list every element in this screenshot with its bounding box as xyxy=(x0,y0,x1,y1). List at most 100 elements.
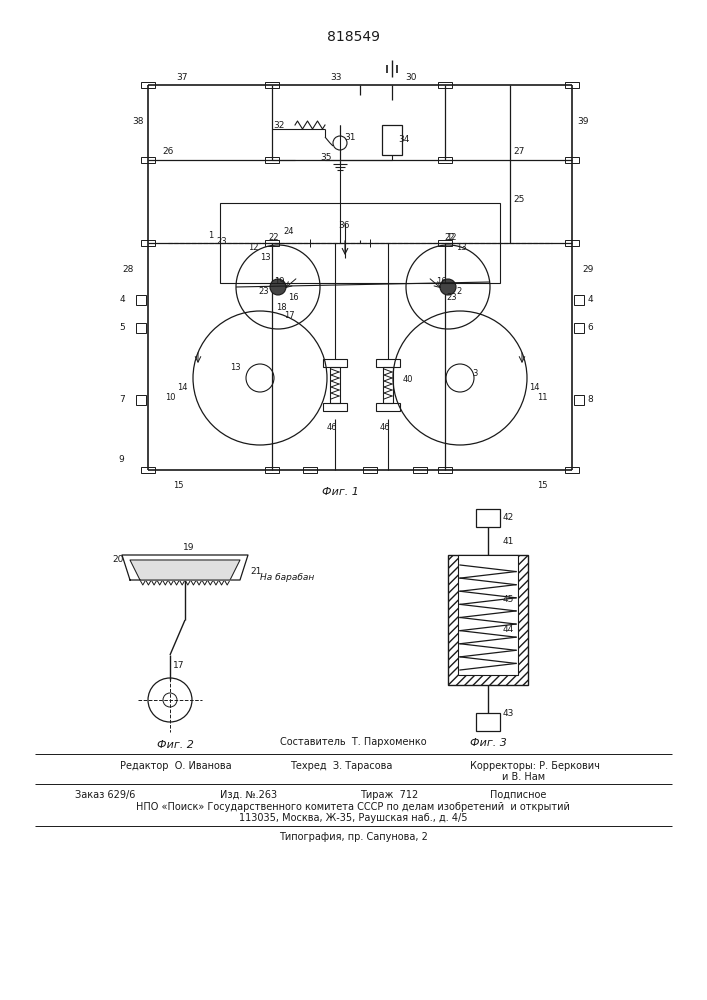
Text: Корректоры: Р. Беркович: Корректоры: Р. Беркович xyxy=(470,761,600,771)
Text: 42: 42 xyxy=(503,514,514,522)
Bar xyxy=(141,82,155,88)
Text: 29: 29 xyxy=(582,265,593,274)
Text: 27: 27 xyxy=(513,147,525,156)
Bar xyxy=(141,467,155,473)
Text: Редактор  О. Иванова: Редактор О. Иванова xyxy=(120,761,232,771)
Bar xyxy=(363,467,377,473)
Text: 22: 22 xyxy=(268,232,279,241)
Bar xyxy=(136,295,146,305)
Text: 45: 45 xyxy=(503,595,515,604)
Text: 23: 23 xyxy=(216,236,227,245)
Bar xyxy=(376,359,400,367)
Text: 41: 41 xyxy=(503,536,515,546)
Bar xyxy=(438,240,452,246)
Text: Составитель  Т. Пархоменко: Составитель Т. Пархоменко xyxy=(280,737,426,747)
Bar xyxy=(136,323,146,333)
Text: Тираж  712: Тираж 712 xyxy=(360,790,419,800)
Bar xyxy=(413,467,427,473)
Bar xyxy=(265,467,279,473)
Text: 19: 19 xyxy=(183,542,194,552)
Bar xyxy=(438,157,452,163)
Polygon shape xyxy=(122,555,248,580)
Text: 18: 18 xyxy=(276,302,286,312)
Bar xyxy=(382,125,402,155)
Text: 6: 6 xyxy=(587,324,593,332)
Text: 28: 28 xyxy=(122,265,134,274)
Text: 46: 46 xyxy=(327,422,338,432)
Bar xyxy=(383,367,393,403)
Text: 1: 1 xyxy=(208,231,214,239)
Text: 17: 17 xyxy=(284,310,295,320)
Text: 46: 46 xyxy=(380,422,391,432)
Text: 13: 13 xyxy=(230,363,240,372)
Bar xyxy=(574,323,584,333)
Text: 14: 14 xyxy=(177,383,187,392)
Bar xyxy=(574,395,584,405)
Bar xyxy=(448,555,528,685)
Bar xyxy=(141,240,155,246)
Text: 44: 44 xyxy=(503,626,514,635)
Text: 3: 3 xyxy=(472,368,477,377)
Text: 26: 26 xyxy=(162,147,173,156)
Text: 11: 11 xyxy=(537,393,547,402)
Text: 39: 39 xyxy=(577,117,588,126)
Text: 17: 17 xyxy=(173,660,185,670)
Text: 8: 8 xyxy=(587,395,593,404)
Text: Типография, пр. Сапунова, 2: Типография, пр. Сапунова, 2 xyxy=(279,832,428,842)
Text: 12: 12 xyxy=(446,233,457,242)
Text: Изд. №.263: Изд. №.263 xyxy=(220,790,277,800)
Bar xyxy=(565,240,579,246)
Text: Фиг. 2: Фиг. 2 xyxy=(156,740,194,750)
Text: 9: 9 xyxy=(118,456,124,464)
Bar xyxy=(323,359,347,367)
Bar xyxy=(565,467,579,473)
Bar xyxy=(136,395,146,405)
Bar xyxy=(476,713,500,731)
Text: 43: 43 xyxy=(503,708,515,718)
Circle shape xyxy=(440,279,456,295)
Text: 32: 32 xyxy=(273,120,284,129)
Bar xyxy=(303,467,317,473)
Bar xyxy=(438,82,452,88)
Bar xyxy=(565,82,579,88)
Text: 14: 14 xyxy=(529,383,539,392)
Text: 22: 22 xyxy=(444,232,455,241)
Text: 36: 36 xyxy=(338,221,349,230)
Text: 5: 5 xyxy=(119,324,125,332)
Bar xyxy=(458,555,518,675)
Text: 4: 4 xyxy=(119,296,125,304)
Text: НПО «Поиск» Государственного комитета СССР по делам изобретений  и открытий: НПО «Поиск» Государственного комитета СС… xyxy=(136,802,570,812)
Text: 12: 12 xyxy=(248,243,259,252)
Text: 33: 33 xyxy=(330,73,341,82)
Text: 2: 2 xyxy=(456,288,461,296)
Text: 35: 35 xyxy=(320,153,332,162)
Bar xyxy=(265,240,279,246)
Text: 10: 10 xyxy=(165,393,175,402)
Text: 19: 19 xyxy=(274,277,284,286)
Bar xyxy=(265,82,279,88)
Text: 13: 13 xyxy=(260,252,271,261)
Text: Фиг. 1: Фиг. 1 xyxy=(322,487,358,497)
Text: 21: 21 xyxy=(250,568,262,576)
Bar xyxy=(265,157,279,163)
Text: 7: 7 xyxy=(119,395,125,404)
Text: 38: 38 xyxy=(132,117,144,126)
Bar xyxy=(574,295,584,305)
Text: На барабан: На барабан xyxy=(260,574,314,582)
Bar xyxy=(141,157,155,163)
Bar xyxy=(220,203,500,283)
Circle shape xyxy=(270,279,286,295)
Text: Фиг. 3: Фиг. 3 xyxy=(469,738,506,748)
Text: Подписное: Подписное xyxy=(490,790,547,800)
Bar xyxy=(565,157,579,163)
Text: 40: 40 xyxy=(403,375,414,384)
Text: 818549: 818549 xyxy=(327,30,380,44)
Text: 15: 15 xyxy=(173,481,184,489)
Bar xyxy=(330,367,340,403)
Text: 16: 16 xyxy=(436,277,447,286)
Text: 31: 31 xyxy=(344,133,356,142)
Polygon shape xyxy=(130,560,240,580)
Text: 23: 23 xyxy=(446,292,457,302)
Text: 37: 37 xyxy=(176,73,187,82)
Bar xyxy=(438,467,452,473)
